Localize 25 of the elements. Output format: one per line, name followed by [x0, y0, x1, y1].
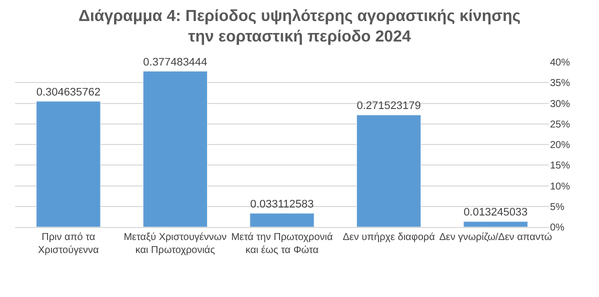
x-tick-label: Πριν από τα Χριστούγεννα: [38, 232, 100, 256]
y2-tick-label: 30%: [550, 98, 570, 110]
y2-tick-label: 20%: [550, 140, 570, 151]
x-tick-label: Μεταξύ Χριστουγέννων και Πρωτοχρονιάς: [124, 232, 227, 256]
x-tick-label: Δεν γνωρίζω/Δεν απαντώ: [439, 232, 552, 243]
x-tick-label: Δεν υπήρχε διαφορά: [342, 232, 436, 243]
data-label: 0.033112583: [250, 198, 314, 210]
bar: [463, 221, 528, 227]
bar: [142, 71, 208, 227]
x-tick-label: Μετά την Πρωτοχρονιά και έως τα Φώτα: [231, 232, 334, 256]
y2-tick-label: 15%: [550, 160, 570, 172]
data-label: 0.304635762: [36, 86, 100, 98]
data-label: 0.377483444: [143, 56, 208, 68]
y2-tick-label: 25%: [550, 119, 570, 130]
data-label: 0.013245033: [464, 206, 528, 219]
bar: [36, 101, 101, 227]
y2-tick-label: 40%: [550, 58, 570, 68]
y2-tick-label: 10%: [550, 181, 570, 192]
y2-tick-label: 5%: [550, 202, 565, 213]
y2-tick-label: 0%: [550, 222, 565, 234]
data-label: 0.271523179: [356, 100, 421, 112]
chart-title: Διάγραμμα 4: Περίοδος υψηλότερης αγοραστικής κίνησης την εορταστική περίοδο 2024: [78, 8, 521, 46]
bar: [356, 114, 422, 227]
bar: [250, 213, 314, 227]
y2-tick-label: 35%: [550, 78, 570, 90]
